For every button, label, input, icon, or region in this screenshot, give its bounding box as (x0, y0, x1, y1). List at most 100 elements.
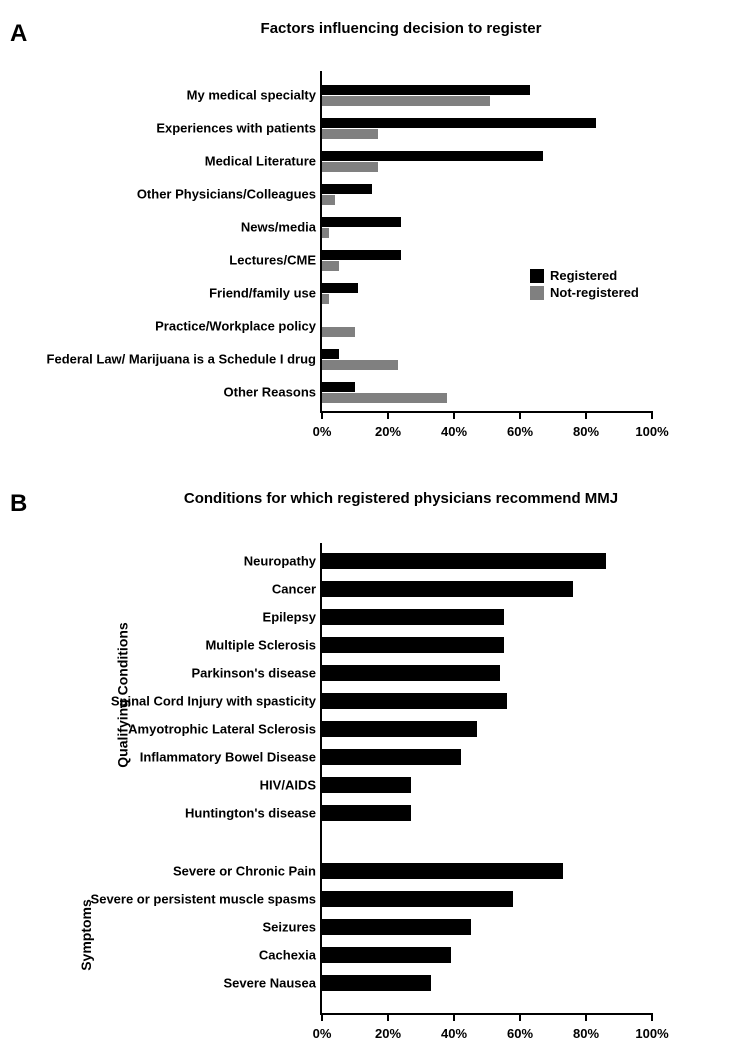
bar-registered (322, 184, 372, 194)
x-tick (585, 411, 587, 419)
bar-not-registered (322, 228, 329, 238)
panel-a-category-label: Federal Law/ Marijuana is a Schedule I d… (10, 352, 316, 367)
panel-b-item-label: Severe or persistent muscle spasms (10, 892, 316, 907)
panel-a-category-label: News/media (10, 220, 316, 235)
bar-not-registered (322, 162, 378, 172)
x-tick (453, 411, 455, 419)
x-tick-label: 0% (313, 1026, 332, 1041)
bar (322, 975, 431, 991)
bar-registered (322, 250, 401, 260)
bar-not-registered (322, 96, 490, 106)
panel-a-category-label: Lectures/CME (10, 253, 316, 268)
bar-registered (322, 151, 543, 161)
x-tick (387, 411, 389, 419)
x-tick-label: 60% (507, 1026, 533, 1041)
legend-swatch (530, 269, 544, 283)
bar (322, 863, 563, 879)
x-tick-label: 40% (441, 424, 467, 439)
panel-a-category-label: My medical specialty (10, 88, 316, 103)
panel-b-plot: 0%20%40%60%80%100% (320, 543, 652, 1015)
bar-registered (322, 118, 596, 128)
panel-b-item-label: Severe or Chronic Pain (10, 864, 316, 879)
x-tick-label: 60% (507, 424, 533, 439)
panel-a-category-label: Medical Literature (10, 154, 316, 169)
panel-a: A Factors influencing decision to regist… (10, 20, 732, 460)
panel-b-item-label: Inflammatory Bowel Disease (10, 750, 316, 765)
legend-row: Not-registered (530, 285, 639, 300)
bar (322, 637, 504, 653)
panel-b-item-label: Severe Nausea (10, 976, 316, 991)
bar-registered (322, 349, 339, 359)
legend-row: Registered (530, 268, 639, 283)
x-tick (651, 1013, 653, 1021)
section-label: Qualifying Conditions (115, 622, 131, 767)
bar (322, 805, 411, 821)
section-label: Symptoms (78, 899, 94, 971)
legend-label: Not-registered (550, 285, 639, 300)
x-tick-label: 80% (573, 424, 599, 439)
x-tick-label: 0% (313, 424, 332, 439)
panel-a-letter: A (10, 20, 27, 48)
panel-a-category-label: Other Physicians/Colleagues (10, 187, 316, 202)
panel-b: B Conditions for which registered physic… (10, 490, 732, 1030)
legend-label: Registered (550, 268, 617, 283)
bar-not-registered (322, 129, 378, 139)
x-tick-label: 40% (441, 1026, 467, 1041)
x-tick-label: 100% (635, 424, 668, 439)
x-tick-label: 20% (375, 424, 401, 439)
bar (322, 947, 451, 963)
bar-not-registered (322, 294, 329, 304)
bar-registered (322, 85, 530, 95)
bar-not-registered (322, 360, 398, 370)
bar (322, 891, 513, 907)
bar (322, 693, 507, 709)
panel-b-item-label: Parkinson's disease (10, 666, 316, 681)
x-tick-label: 20% (375, 1026, 401, 1041)
bar-not-registered (322, 327, 355, 337)
panel-a-legend: Registered Not-registered (530, 268, 639, 302)
bar (322, 581, 573, 597)
panel-b-item-label: Amyotrophic Lateral Sclerosis (10, 722, 316, 737)
panel-b-item-label: Spinal Cord Injury with spasticity (10, 694, 316, 709)
bar-not-registered (322, 393, 447, 403)
panel-b-item-label: Epilepsy (10, 610, 316, 625)
x-tick (585, 1013, 587, 1021)
panel-b-item-label: Cancer (10, 582, 316, 597)
panel-b-item-label: Seizures (10, 920, 316, 935)
panel-a-category-label: Experiences with patients (10, 121, 316, 136)
bar-not-registered (322, 195, 335, 205)
bar (322, 721, 477, 737)
x-tick (519, 411, 521, 419)
x-tick-label: 100% (635, 1026, 668, 1041)
bar (322, 777, 411, 793)
panel-b-item-label: Neuropathy (10, 554, 316, 569)
panel-b-item-label: Huntington's disease (10, 806, 316, 821)
x-tick (519, 1013, 521, 1021)
bar (322, 919, 471, 935)
bar-registered (322, 217, 401, 227)
panel-a-category-label: Other Reasons (10, 385, 316, 400)
x-tick (387, 1013, 389, 1021)
panel-b-item-label: Cachexia (10, 948, 316, 963)
panel-a-category-label: Practice/Workplace policy (10, 319, 316, 334)
bar (322, 553, 606, 569)
x-tick (651, 411, 653, 419)
x-tick-label: 80% (573, 1026, 599, 1041)
x-tick (453, 1013, 455, 1021)
panel-a-title: Factors influencing decision to register (10, 20, 732, 37)
x-tick (321, 1013, 323, 1021)
bar (322, 749, 461, 765)
legend-swatch (530, 286, 544, 300)
bar-not-registered (322, 261, 339, 271)
bar-registered (322, 382, 355, 392)
panel-a-plot: 0%20%40%60%80%100% (320, 71, 652, 413)
bar-registered (322, 283, 358, 293)
bar (322, 609, 504, 625)
panel-b-title: Conditions for which registered physicia… (10, 490, 732, 507)
panel-a-category-label: Friend/family use (10, 286, 316, 301)
x-tick (321, 411, 323, 419)
panel-b-item-label: HIV/AIDS (10, 778, 316, 793)
panel-b-letter: B (10, 490, 27, 518)
bar (322, 665, 500, 681)
panel-b-item-label: Multiple Sclerosis (10, 638, 316, 653)
